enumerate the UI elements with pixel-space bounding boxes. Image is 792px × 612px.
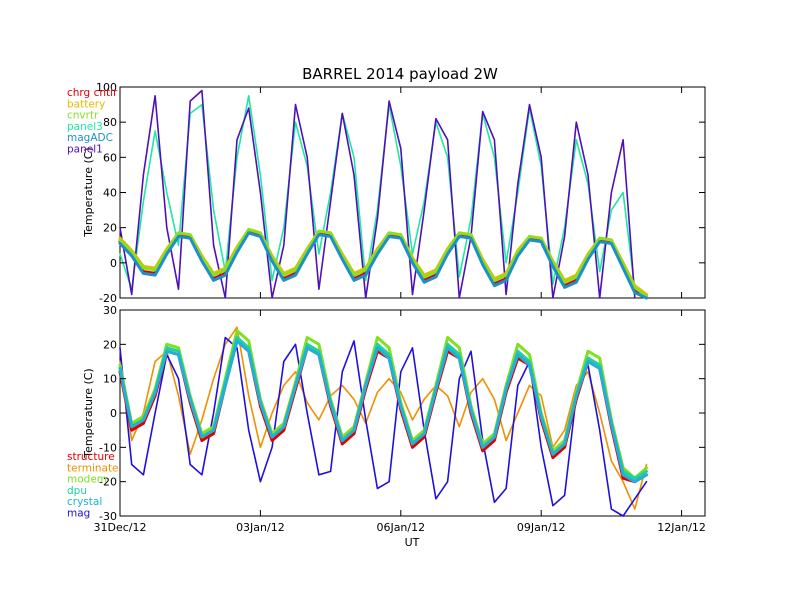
- legend-entry: panel1: [67, 144, 103, 156]
- bottom-plot-frame: [119, 309, 706, 517]
- legend-entry: magADC: [67, 132, 113, 144]
- series-line-structure: [118, 339, 648, 484]
- series-line-crystal: [118, 339, 648, 484]
- top-x-ticks: [119, 87, 683, 298]
- legend-entry: modem: [67, 474, 107, 486]
- legend-entry: dpu: [67, 485, 87, 497]
- x-tick-label: 12Jan/12: [657, 521, 706, 534]
- y-tick-label: -30: [99, 510, 117, 523]
- series-line-magADC: [118, 231, 648, 300]
- top-y-axis-label: Temperature (C): [82, 147, 95, 237]
- legend-entry: terminate: [67, 462, 119, 474]
- y-tick-label: -20: [99, 476, 117, 489]
- bottom-series-group: [118, 326, 648, 517]
- x-tick-label: 03Jan/12: [236, 521, 285, 534]
- series-line-mag: [119, 336, 648, 517]
- series-line-cnvrtr: [118, 227, 648, 298]
- x-tick-label: 06Jan/12: [376, 521, 425, 534]
- y-tick-label: 30: [103, 304, 117, 317]
- y-tick-label: 20: [103, 338, 117, 351]
- legend-entry: structure: [67, 451, 115, 463]
- legend-entry: crystal: [67, 496, 102, 508]
- y-tick-label: 10: [103, 373, 117, 386]
- bottom-x-ticks: 31Dec/12 03Jan/12 06Jan/12 09Jan/12 12Jan/12: [94, 310, 706, 534]
- y-tick-label: 40: [103, 187, 117, 200]
- y-tick-label: 20: [103, 222, 117, 235]
- bottom-y-axis-label: Temperature (C): [82, 368, 95, 458]
- y-tick-label: 100: [96, 81, 117, 94]
- y-tick-label: 0: [110, 407, 117, 420]
- legend-entry: battery: [67, 98, 105, 110]
- chart-title: BARREL 2014 payload 2W: [302, 65, 498, 83]
- y-tick-label: 80: [103, 116, 117, 129]
- x-tick-label: 31Dec/12: [94, 521, 147, 534]
- legend-entry: cnvrtr: [67, 110, 99, 122]
- series-line-modem: [118, 329, 648, 480]
- y-tick-label: -20: [99, 292, 117, 305]
- top-legend: chrg cntlrbatterycnvrtrpanel3magADCpanel…: [67, 87, 118, 156]
- x-axis-label: UT: [405, 536, 420, 549]
- y-tick-label: 0: [110, 257, 117, 270]
- series-line-dpu: [118, 336, 648, 480]
- legend-entry: chrg cntlr: [67, 87, 118, 99]
- top-panel: -20 0 20 40 60 80 100 Temperature (C) chrg cnt…: [67, 81, 706, 305]
- y-tick-label: -10: [99, 441, 117, 454]
- legend-entry: panel3: [67, 121, 103, 133]
- x-tick-label: 09Jan/12: [517, 521, 566, 534]
- series-line-terminate: [119, 326, 648, 510]
- series-line-panel3: [119, 95, 636, 291]
- y-tick-label: 60: [103, 151, 117, 164]
- top-series-group: [118, 89, 648, 300]
- bottom-y-ticks: -30 -20 -10 0 10 20 30: [99, 304, 705, 523]
- top-y-ticks: -20 0 20 40 60 80 100: [96, 81, 705, 305]
- legend-entry: mag: [67, 508, 90, 520]
- bottom-panel: -30 -20 -10 0 10 20 30 31Dec/12 03Jan/12 06Jan/1…: [67, 304, 706, 549]
